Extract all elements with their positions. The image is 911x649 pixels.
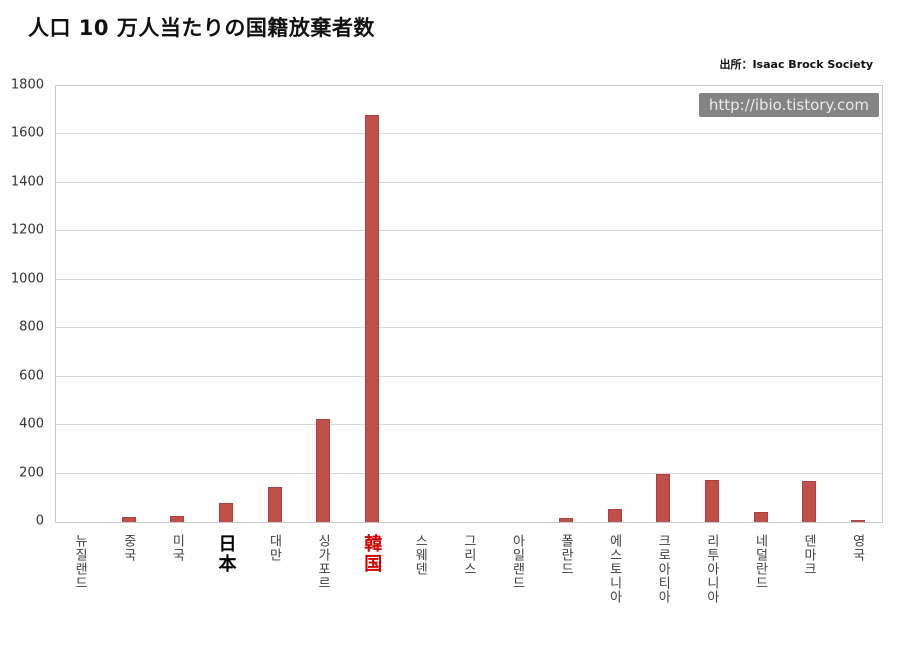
x-axis-label: 대만 [266, 534, 282, 562]
x-axis: 뉴질랜드 중국 미국 日本 대만 싱가포르 韓国 스웨덴 그리스 아일랜드 폴란드 에스토니아 크로아티… [55, 524, 881, 644]
gridline [56, 230, 882, 232]
x-axis-label: 싱가포르 [315, 534, 331, 590]
y-axis-tick-label: 1200 [10, 222, 44, 238]
chart-bar [364, 115, 379, 522]
x-slot: 뉴질랜드 [55, 524, 104, 590]
y-axis-tick-label: 400 [19, 416, 44, 432]
source-attribution: 出所：Isaac Brock Society [719, 58, 873, 71]
x-axis-label: 리투아니아 [703, 534, 719, 604]
gridline [56, 375, 882, 377]
bar-slot [348, 86, 397, 522]
chart-bar [121, 517, 136, 522]
bar-slot [591, 86, 640, 522]
x-slot: 에스토니아 [590, 524, 639, 604]
bar-slot [542, 86, 591, 522]
x-slot: 리투아니아 [687, 524, 736, 604]
gridline [56, 424, 882, 426]
bar-slot [202, 86, 251, 522]
x-slot: 스웨덴 [395, 524, 444, 576]
chart-bar [802, 480, 817, 522]
y-axis-tick-label: 600 [19, 368, 44, 384]
x-axis-label: 日本 [215, 534, 237, 574]
y-axis-tick-label: 0 [35, 513, 44, 529]
y-axis: 0 200 400 600 800 1000 1200 1400 1600 1800 [0, 79, 50, 528]
x-slot: 미국 [152, 524, 201, 562]
chart-bar [850, 519, 865, 522]
chart-bar [656, 473, 671, 522]
bar-slot [493, 86, 542, 522]
bar-slot [834, 86, 883, 522]
x-slot: 영국 [833, 524, 882, 562]
x-axis-label: 폴란드 [558, 534, 574, 576]
x-axis-label: 뉴질랜드 [72, 534, 88, 590]
bar-slot [688, 86, 737, 522]
x-slot: 폴란드 [541, 524, 590, 576]
gridline [56, 278, 882, 280]
x-axis-label: 덴마크 [801, 534, 817, 576]
x-slot: 네덜란드 [735, 524, 784, 590]
gridline [56, 133, 882, 135]
bar-slot [56, 86, 105, 522]
chart-bar [267, 486, 282, 522]
x-axis-label: 중국 [120, 534, 136, 562]
bar-slot [639, 86, 688, 522]
x-axis-label: 영국 [849, 534, 865, 562]
x-axis-label: 에스토니아 [606, 534, 622, 604]
x-axis-label: 네덜란드 [752, 534, 768, 590]
x-slot: 중국 [104, 524, 153, 562]
chart-title: 人口 10 万人当たりの国籍放棄者数 [28, 16, 375, 40]
chart-bar [219, 502, 234, 522]
chart-bar [607, 508, 622, 522]
bar-slot [445, 86, 494, 522]
x-axis-label: 아일랜드 [509, 534, 525, 590]
x-slot: 싱가포르 [298, 524, 347, 590]
bars-row [56, 86, 882, 522]
bar-slot [736, 86, 785, 522]
x-slot: 韓国 [347, 524, 396, 574]
x-axis-label: 미국 [169, 534, 185, 562]
y-axis-tick-label: 800 [19, 319, 44, 335]
x-slot: 대만 [249, 524, 298, 562]
x-slot: 크로아티아 [638, 524, 687, 604]
chart-bar [705, 479, 720, 522]
chart-bar [316, 419, 331, 522]
gridline [56, 181, 882, 183]
bar-slot [785, 86, 834, 522]
gridline [56, 472, 882, 474]
plot-area: http://ibio.tistory.com [55, 85, 883, 523]
x-slot: 그리스 [444, 524, 493, 576]
x-slot: 덴마크 [784, 524, 833, 576]
chart-bar [170, 515, 185, 522]
watermark-url: http://ibio.tistory.com [698, 93, 879, 117]
x-axis-label: 크로아티아 [655, 534, 671, 604]
x-axis-label: 스웨덴 [412, 534, 428, 576]
chart-bar [559, 518, 574, 522]
chart-bar [753, 512, 768, 522]
bar-slot [250, 86, 299, 522]
x-axis-label: 韓国 [361, 534, 383, 574]
y-axis-tick-label: 1400 [10, 174, 44, 190]
x-slot: 日本 [201, 524, 250, 574]
gridline [56, 327, 882, 329]
x-slot: 아일랜드 [492, 524, 541, 590]
y-axis-tick-label: 200 [19, 465, 44, 481]
bar-slot [299, 86, 348, 522]
y-axis-tick-label: 1600 [10, 125, 44, 141]
y-axis-tick-label: 1000 [10, 271, 44, 287]
bar-slot [396, 86, 445, 522]
x-axis-label: 그리스 [460, 534, 476, 576]
y-axis-tick-label: 1800 [10, 77, 44, 93]
bar-slot [105, 86, 154, 522]
bar-slot [153, 86, 202, 522]
